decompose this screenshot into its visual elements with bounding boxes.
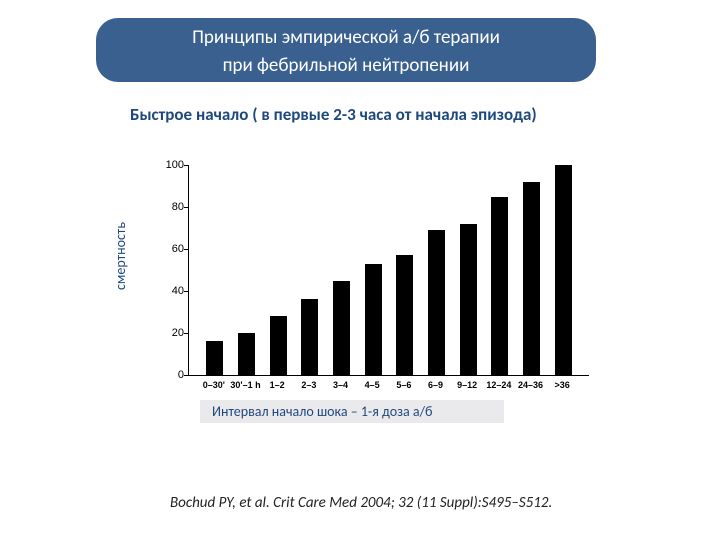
y-tick-mark [184, 165, 188, 166]
x-tick-label: 24–36 [518, 380, 543, 390]
y-tick-label: 60 [158, 243, 184, 255]
citation: Bochud PY, et al. Crit Care Med 2004; 32… [170, 494, 650, 512]
title-line1: Принципы эмпирической а/б терапии [96, 24, 596, 52]
bar-chart: 0 20 40 60 80 100 0–30' 30'–1 h 1–2 2–3 3–4 4–5 5–6… [140, 155, 600, 415]
bar [333, 281, 350, 376]
bar [555, 165, 572, 375]
y-tick-mark [184, 249, 188, 250]
bar [206, 341, 223, 375]
bar [301, 299, 318, 375]
y-axis-label: смертность [112, 222, 129, 290]
bar [460, 224, 477, 375]
y-tick-mark [184, 333, 188, 334]
x-tick-label: 4–5 [365, 380, 380, 390]
bar [396, 255, 413, 375]
bar [365, 264, 382, 375]
x-tick-label: 2–3 [301, 380, 316, 390]
y-tick-label: 100 [158, 159, 184, 171]
bar [270, 316, 287, 375]
bar [523, 182, 540, 375]
y-tick-mark [184, 207, 188, 208]
title-pill: Принципы эмпирической а/б терапии при фе… [96, 18, 596, 82]
x-tick-label: 0–30' [203, 380, 225, 390]
x-tick-label: 12–24 [486, 380, 511, 390]
x-tick-label: 5–6 [396, 380, 411, 390]
title-line2: при фебрильной нейтропении [96, 52, 596, 80]
x-tick-label: 30'–1 h [230, 380, 260, 390]
bar [238, 333, 255, 375]
y-tick-label: 80 [158, 201, 184, 213]
y-tick-mark [184, 291, 188, 292]
y-tick-label: 40 [158, 285, 184, 297]
plot-area [188, 165, 589, 376]
y-tick-label: 0 [158, 369, 184, 381]
bar [491, 197, 508, 376]
x-axis-label-strip: Интервал начало шока – 1-я доза а/б [200, 400, 504, 423]
x-tick-label: 9–12 [457, 380, 477, 390]
bar [428, 230, 445, 375]
subtitle: Быстрое начало ( в первые 2-3 часа от на… [130, 104, 690, 125]
slide: Принципы эмпирической а/б терапии при фе… [0, 0, 720, 540]
x-tick-label: 1–2 [270, 380, 285, 390]
x-tick-label: 3–4 [333, 380, 348, 390]
y-tick-mark [184, 375, 188, 376]
x-tick-label: >36 [555, 380, 570, 390]
y-tick-label: 20 [158, 327, 184, 339]
x-tick-label: 6–9 [428, 380, 443, 390]
